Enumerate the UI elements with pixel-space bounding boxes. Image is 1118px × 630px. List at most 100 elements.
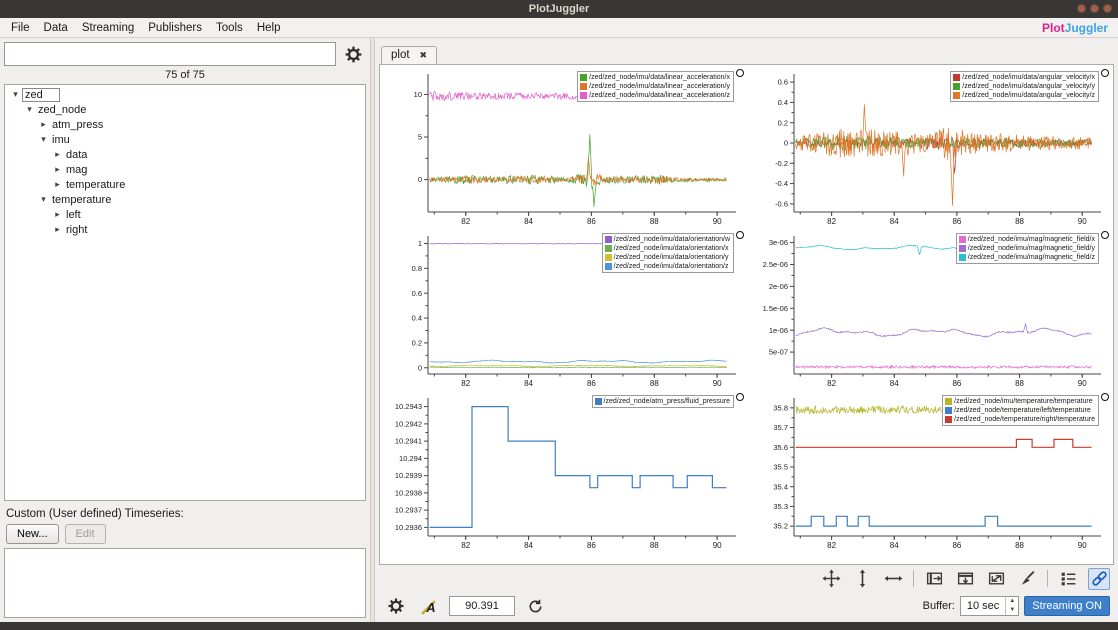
legend-entry[interactable]: /zed/zed_node/imu/data/orientation/y bbox=[604, 253, 730, 262]
menu-item-publishers[interactable]: Publishers bbox=[148, 21, 202, 34]
svg-text:88: 88 bbox=[650, 217, 659, 226]
label-font-button[interactable]: A bbox=[416, 594, 442, 618]
chart-legend[interactable]: /zed/zed_node/imu/mag/magnetic_field/x/z… bbox=[955, 233, 1099, 264]
legend-entry[interactable]: /zed/zed_node/imu/data/linear_accelerati… bbox=[580, 91, 730, 100]
window-button-3[interactable] bbox=[1103, 4, 1112, 13]
collapse-arrow-icon[interactable]: ▾ bbox=[41, 194, 46, 204]
expand-arrow-icon[interactable]: ▸ bbox=[55, 164, 60, 174]
tree-item-right[interactable]: ▸ right bbox=[5, 222, 365, 237]
svg-text:84: 84 bbox=[890, 541, 899, 550]
legend-entry[interactable]: /zed/zed_node/imu/data/angular_velocity/… bbox=[953, 82, 1095, 91]
menu-item-tools[interactable]: Tools bbox=[215, 21, 243, 34]
menu-item-data[interactable]: Data bbox=[43, 21, 68, 34]
tree-item-left[interactable]: ▸ left bbox=[5, 207, 365, 222]
zoom-reset-circle-icon[interactable] bbox=[1101, 69, 1109, 77]
chart-angular-velocity[interactable]: 82 84 86 88 90 0.6 0.4 0.2 0 -0.2 -0.4 -0.6/zed/zed… bbox=[748, 67, 1111, 227]
collapse-arrow-icon[interactable]: ▾ bbox=[41, 134, 46, 144]
chart-legend[interactable]: /zed/zed_node/imu/temperature/temperatur… bbox=[942, 395, 1099, 426]
pan-zoom-button[interactable] bbox=[820, 568, 842, 590]
tree-item-atm_press[interactable]: ▸ atm_press bbox=[5, 117, 365, 132]
logo-juggler: Juggler bbox=[1064, 20, 1108, 35]
new-custom-button[interactable]: New... bbox=[6, 524, 59, 544]
collapse-arrow-icon[interactable]: ▾ bbox=[27, 104, 32, 114]
legend-entry[interactable]: /zed/zed_node/imu/mag/magnetic_field/z bbox=[958, 253, 1095, 262]
legend-entry[interactable]: /zed/zed_node/imu/data/angular_velocity/… bbox=[953, 73, 1095, 82]
clear-curves-button[interactable] bbox=[1016, 568, 1038, 590]
legend-entry[interactable]: /zed/zed_node/imu/mag/magnetic_field/y bbox=[958, 244, 1095, 253]
legend-toggle-button[interactable] bbox=[1057, 568, 1079, 590]
tree-item-mag[interactable]: ▸ mag bbox=[5, 162, 365, 177]
window-controls bbox=[1077, 4, 1112, 13]
tree-item-temperature[interactable]: ▸ temperature bbox=[5, 177, 365, 192]
legend-entry[interactable]: /zed/zed_node/imu/mag/magnetic_field/x bbox=[958, 235, 1095, 244]
tree-settings-button[interactable] bbox=[340, 42, 366, 66]
tree-item-temperature[interactable]: ▾ temperature bbox=[5, 192, 365, 207]
custom-timeseries-list[interactable] bbox=[4, 548, 366, 618]
streaming-toggle-button[interactable]: Streaming ON bbox=[1024, 596, 1110, 616]
chart-legend[interactable]: /zed/zed_node/imu/data/orientation/w/zed… bbox=[601, 233, 734, 273]
legend-entry[interactable]: /zed/zed_node/imu/temperature/temperatur… bbox=[945, 397, 1095, 406]
legend-entry[interactable]: /zed/zed_node/imu/data/angular_velocity/… bbox=[953, 91, 1095, 100]
expand-horizontal-button[interactable] bbox=[882, 568, 904, 590]
window-button-2[interactable] bbox=[1090, 4, 1099, 13]
collapse-arrow-icon[interactable]: ▾ bbox=[13, 89, 18, 99]
buffer-spinbox[interactable]: 10 sec ▲ ▼ bbox=[959, 596, 1020, 616]
close-tab-icon[interactable]: ✖ bbox=[419, 49, 428, 60]
zoom-reset-circle-icon[interactable] bbox=[736, 231, 744, 239]
legend-entry[interactable]: /zed/zed_node/imu/data/orientation/w bbox=[604, 235, 730, 244]
tree-item-zed_node[interactable]: ▾ zed_node bbox=[5, 102, 365, 117]
svg-text:10.2937: 10.2937 bbox=[395, 506, 422, 515]
legend-entry[interactable]: /zed/zed_node/imu/data/linear_accelerati… bbox=[580, 73, 730, 82]
panel-splitter[interactable] bbox=[370, 38, 375, 622]
zoom-reset-circle-icon[interactable] bbox=[736, 393, 744, 401]
menu-item-help[interactable]: Help bbox=[256, 21, 281, 34]
zoom-fit-all-button[interactable] bbox=[985, 568, 1007, 590]
link-x-axes-button[interactable] bbox=[1088, 567, 1110, 590]
chart-fluid-pressure[interactable]: 82 84 86 88 90 10.2943 10.2942 10.2941 10.294 10.… bbox=[382, 391, 746, 551]
legend-entry[interactable]: /zed/zed_node/temperature/left/temperatu… bbox=[945, 406, 1095, 415]
buffer-value[interactable]: 10 sec bbox=[966, 600, 1000, 612]
zoom-fit-vertical-button[interactable] bbox=[954, 568, 976, 590]
svg-text:82: 82 bbox=[827, 541, 836, 550]
chart-orientation[interactable]: 82 84 86 88 90 1 0.8 0.6 0.4 0.2 0/zed/zed_node/im… bbox=[382, 229, 746, 389]
window-button-1[interactable] bbox=[1077, 4, 1086, 13]
legend-label: /zed/zed_node/imu/data/linear_accelerati… bbox=[589, 74, 730, 81]
zoom-fit-horizontal-button[interactable] bbox=[923, 568, 945, 590]
svg-text:3e-06: 3e-06 bbox=[769, 238, 788, 247]
legend-entry[interactable]: /zed/zed_node/imu/data/orientation/x bbox=[604, 244, 730, 253]
expand-arrow-icon[interactable]: ▸ bbox=[55, 209, 60, 219]
chart-legend[interactable]: /zed/zed_node/imu/data/linear_accelerati… bbox=[577, 71, 734, 102]
time-tracker-field[interactable]: 90.391 bbox=[449, 596, 515, 616]
legend-entry[interactable]: /zed/zed_node/imu/data/linear_accelerati… bbox=[580, 82, 730, 91]
spin-up-icon[interactable]: ▲ bbox=[1009, 598, 1016, 604]
chart-legend[interactable]: /zed/zed_node/imu/data/angular_velocity/… bbox=[950, 71, 1099, 102]
menu-item-streaming[interactable]: Streaming bbox=[81, 21, 135, 34]
legend-entry[interactable]: /zed/zed_node/temperature/right/temperat… bbox=[945, 415, 1095, 424]
search-input[interactable] bbox=[4, 42, 336, 66]
pan-zoom-icon bbox=[822, 569, 840, 588]
legend-entry[interactable]: /zed/zed_node/atm_press/fluid_pressure bbox=[594, 397, 730, 406]
menu-item-file[interactable]: File bbox=[11, 21, 30, 34]
plot-settings-button[interactable] bbox=[383, 594, 409, 618]
expand-arrow-icon[interactable]: ▸ bbox=[41, 119, 46, 129]
refresh-button[interactable] bbox=[522, 594, 548, 618]
legend-entry[interactable]: /zed/zed_node/imu/data/orientation/z bbox=[604, 262, 730, 271]
timeseries-tree[interactable]: ▾ zed ▾ zed_node ▸ atm_press ▾ imu ▸ data ▸ mag ▸ tem… bbox=[4, 84, 366, 501]
spin-down-icon[interactable]: ▼ bbox=[1009, 607, 1016, 613]
chart-magnetic-field[interactable]: 82 84 86 88 90 3e-06 2.5e-06 2e-06 1.5e-06 1e-06 5… bbox=[748, 229, 1111, 389]
chart-temperature[interactable]: 82 84 86 88 90 35.8 35.7 35.6 35.5 35.4 35.3 35.2/z… bbox=[748, 391, 1111, 551]
zoom-reset-circle-icon[interactable] bbox=[1101, 231, 1109, 239]
tree-item-imu[interactable]: ▾ imu bbox=[5, 132, 365, 147]
tree-item-data[interactable]: ▸ data bbox=[5, 147, 365, 162]
expand-arrow-icon[interactable]: ▸ bbox=[55, 179, 60, 189]
chart-legend[interactable]: /zed/zed_node/atm_press/fluid_pressure bbox=[591, 395, 734, 408]
tab-plot[interactable]: plot ✖ bbox=[381, 46, 438, 64]
zoom-reset-circle-icon[interactable] bbox=[736, 69, 744, 77]
expand-vertical-button[interactable] bbox=[851, 568, 873, 590]
svg-text:A: A bbox=[425, 600, 435, 614]
tree-item-zed[interactable]: ▾ zed bbox=[5, 87, 365, 102]
chart-linear-acceleration[interactable]: 82 84 86 88 90 10 5 0/zed/zed_node/imu/data/lin… bbox=[382, 67, 746, 227]
zoom-reset-circle-icon[interactable] bbox=[1101, 393, 1109, 401]
expand-arrow-icon[interactable]: ▸ bbox=[55, 149, 60, 159]
expand-arrow-icon[interactable]: ▸ bbox=[55, 224, 60, 234]
